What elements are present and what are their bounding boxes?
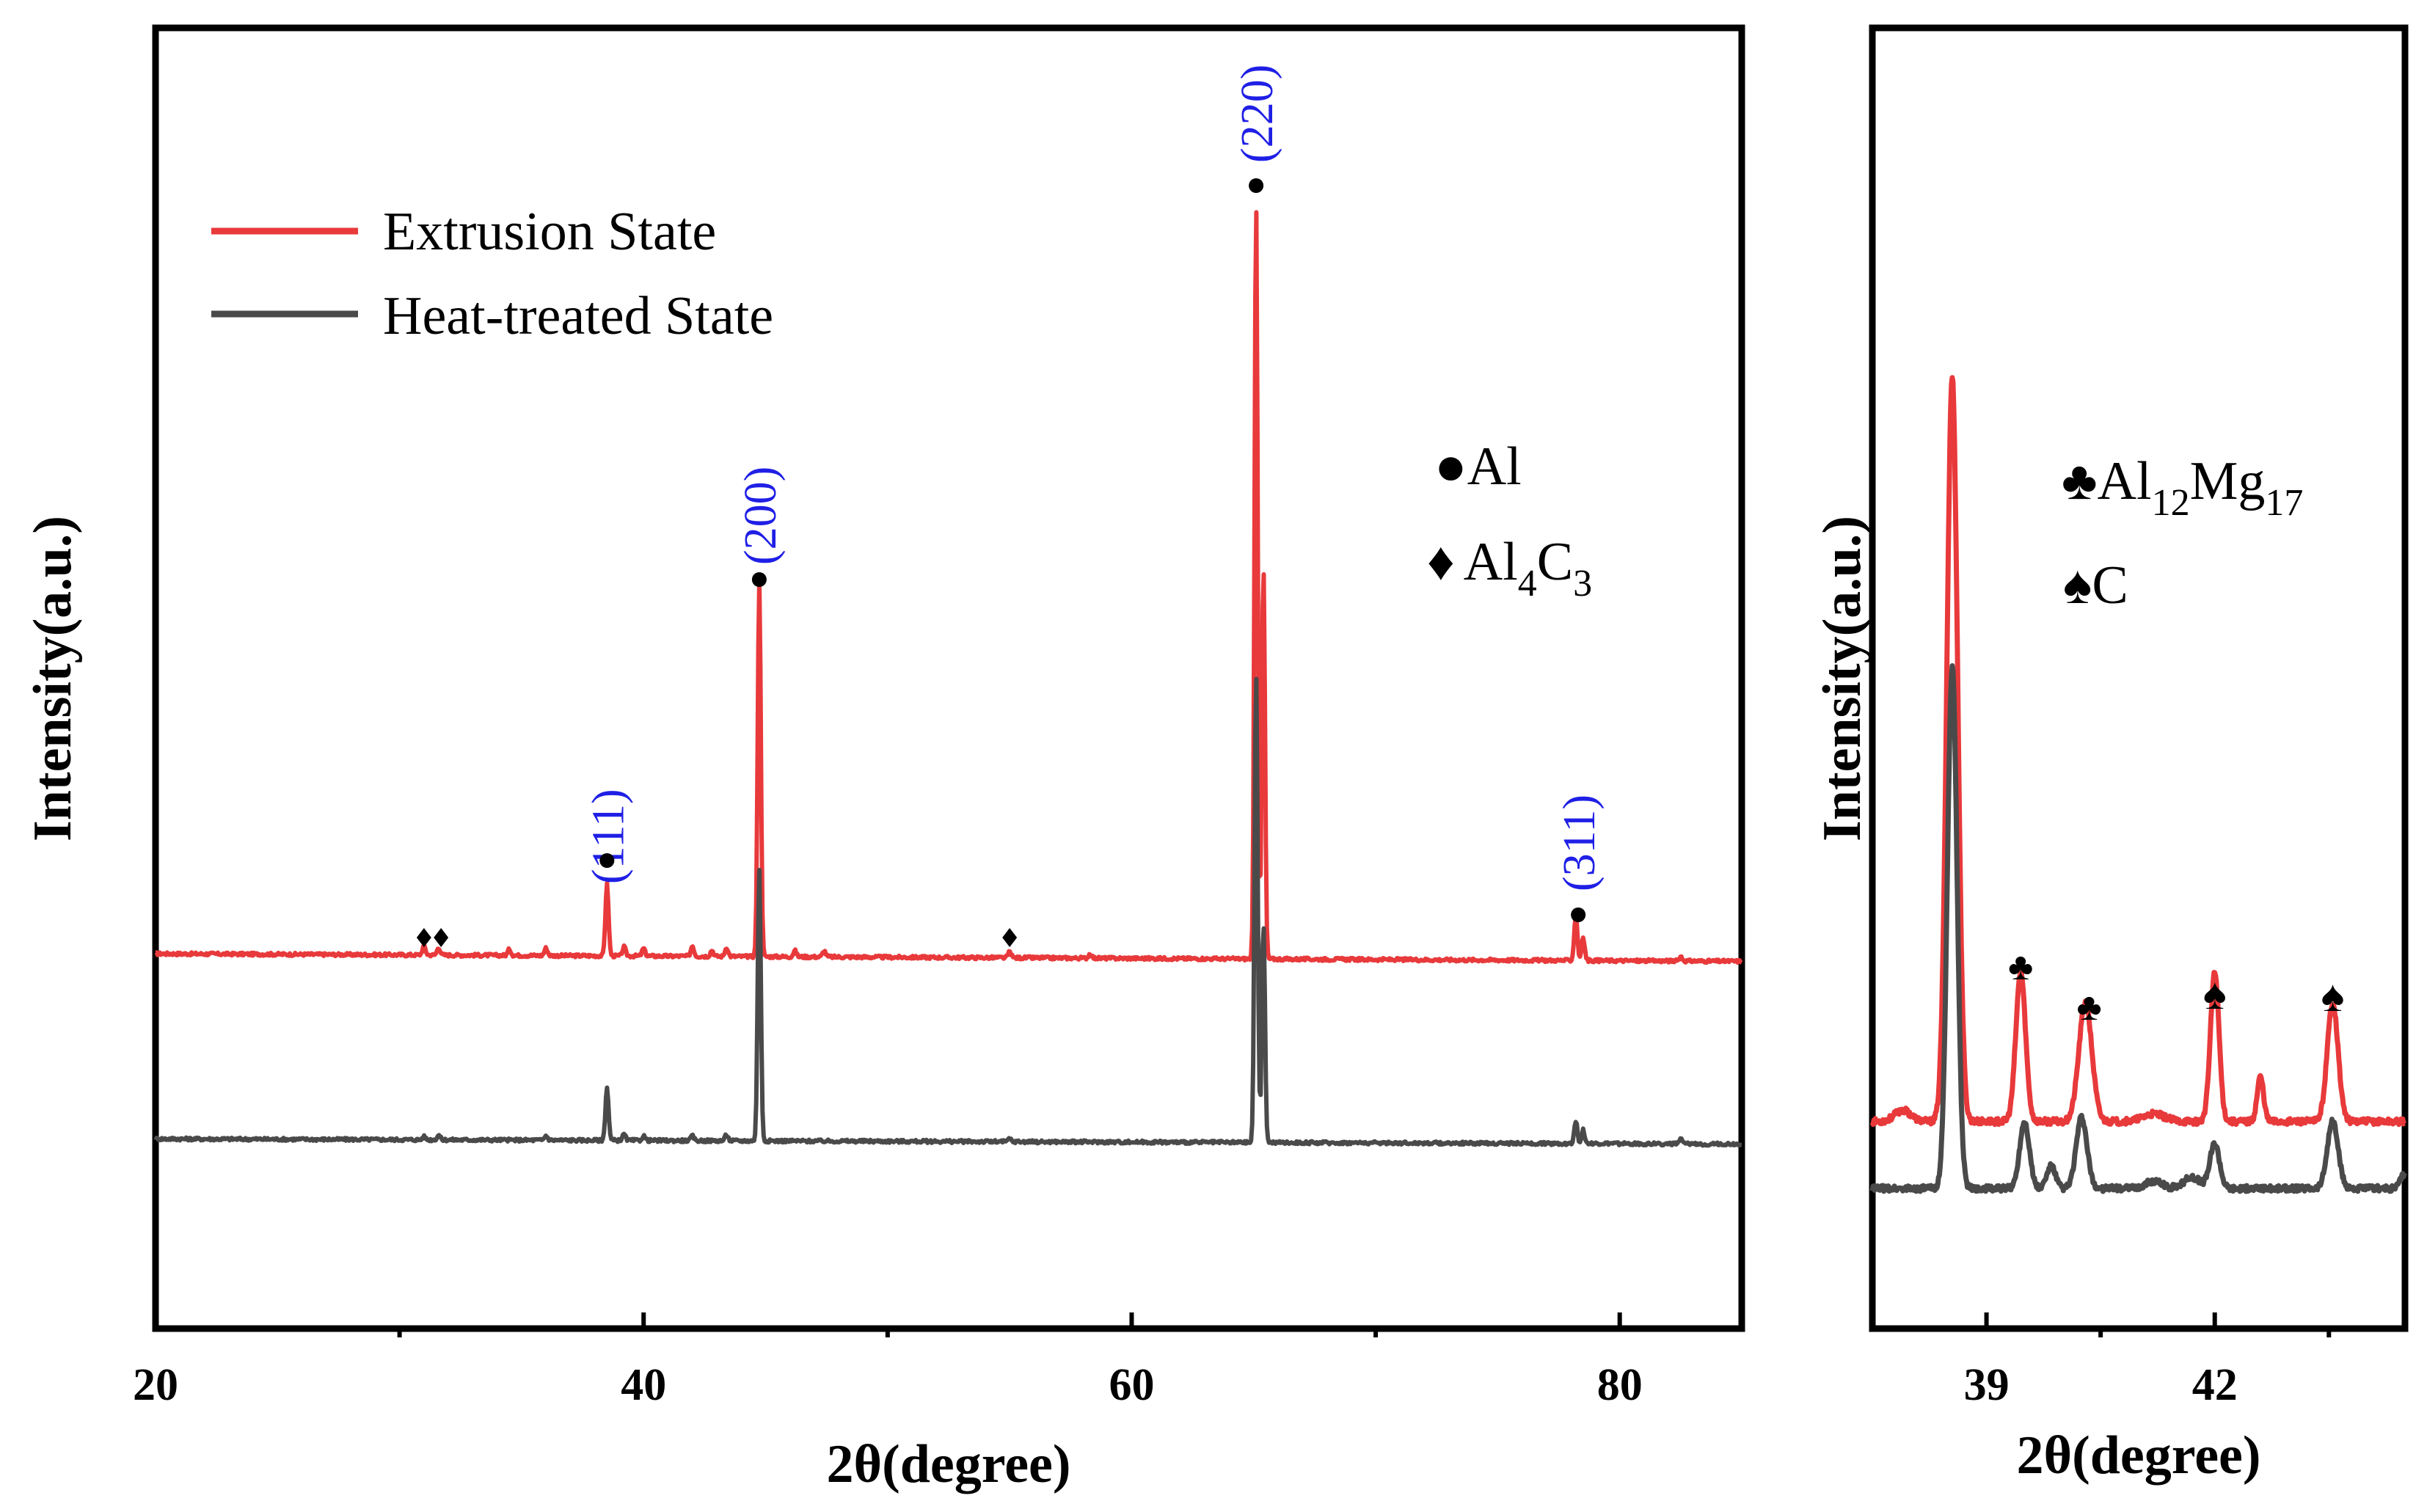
left-y-axis-title: Intensity(a.u.) <box>23 516 83 841</box>
right-x-axis-title: 2θ(degree) <box>2016 1425 2260 1486</box>
left-series-line <box>153 676 1743 1148</box>
c-marker: ♠ <box>2203 970 2227 1018</box>
al12mg17-marker: ♣ <box>2077 987 2102 1029</box>
left-hkl-labels: (111) (200) (220) (311) <box>583 65 1605 891</box>
left-x-ticks <box>153 1312 1622 1337</box>
al4c3-marker <box>434 928 449 947</box>
phase-al-label: Al <box>1467 437 1522 497</box>
c-marker: ♠ <box>2321 972 2345 1020</box>
right-phase-markers: ♣ ♣ ♠ ♠ <box>2008 946 2344 1029</box>
left-series-line <box>154 210 1743 965</box>
phase-al12mg17-label: Al <box>2098 451 2152 511</box>
right-series-line <box>1869 663 2407 1194</box>
legend-label-extrusion: Extrusion State <box>383 202 716 262</box>
left-plot-frame <box>152 24 1745 1332</box>
left-phase-markers <box>416 178 1586 947</box>
al-marker <box>1571 907 1586 922</box>
al-marker <box>1249 178 1264 193</box>
phase-legend-right: ♣Al12Mg17 ♠C <box>2062 451 2303 616</box>
legend-label-heat-treated: Heat-treated State <box>383 286 773 346</box>
phase-al4c3-sub1: 4 <box>1518 563 1537 605</box>
left-x-tick-label: 40 <box>621 1360 666 1410</box>
phase-al-entry: ●Al <box>1434 437 1522 497</box>
left-series-group <box>153 210 1743 1148</box>
phase-al4c3-label: Al <box>1464 532 1518 592</box>
hkl-label: (200) <box>736 467 786 565</box>
right-x-tick-label: 39 <box>1964 1360 2010 1410</box>
phase-al4c3-symbol: ♦ <box>1427 532 1455 592</box>
right-x-ticks <box>1984 1312 2332 1337</box>
right-series-line <box>1869 375 2407 1128</box>
left-x-tick-label: 80 <box>1597 1360 1643 1410</box>
left-x-tick-label: 60 <box>1109 1360 1154 1410</box>
right-y-axis-title: Intensity(a.u.) <box>1812 516 1872 841</box>
al4c3-marker <box>1002 928 1018 947</box>
hkl-label: (311) <box>1555 795 1605 891</box>
al12mg17-marker: ♣ <box>2008 946 2033 988</box>
phase-al12mg17-label2: Mg <box>2190 451 2266 511</box>
phase-c-label: C <box>2092 555 2128 616</box>
phase-legend-left: ●Al ♦ Al4C3 <box>1427 437 1592 605</box>
phase-c-symbol: ♠ <box>2063 555 2092 616</box>
left-x-tick-label: 20 <box>133 1360 178 1410</box>
al4c3-marker <box>416 928 431 947</box>
hkl-label: (220) <box>1233 65 1282 163</box>
main-xrd-chart: 20 40 60 80 (111) (200) (220) (311) Extrusion … <box>23 24 1745 1494</box>
phase-al12mg17-entry: ♣Al12Mg17 <box>2062 451 2303 524</box>
right-plot-frame <box>1869 24 2409 1332</box>
phase-al4c3-entry: ♦ Al4C3 <box>1427 532 1592 605</box>
phase-al4c3-sub2: 3 <box>1573 563 1592 605</box>
phase-al12mg17-symbol: ♣ <box>2062 451 2098 511</box>
zoom-xrd-chart: 39 42 ♣♣ ♠ ♠ ♣Al12Mg17 ♠C 2θ(degree) Intens… <box>1812 24 2409 1486</box>
hkl-label: (111) <box>583 789 633 884</box>
right-series-group <box>1869 375 2407 1194</box>
series-legend: Extrusion State Heat-treated State <box>211 202 773 346</box>
al-marker <box>751 572 767 587</box>
left-x-tick-labels: 20 40 60 80 <box>133 1360 1643 1410</box>
right-x-tick-label: 42 <box>2192 1360 2238 1410</box>
phase-al12mg17-sub2: 17 <box>2265 482 2303 524</box>
phase-al4c3-label2: C <box>1537 532 1573 592</box>
right-x-tick-labels: 39 42 <box>1964 1360 2238 1410</box>
phase-c-entry: ♠C <box>2063 555 2128 616</box>
phase-al12mg17-sub1: 12 <box>2152 482 2190 524</box>
left-x-axis-title: 2θ(degree) <box>826 1434 1070 1494</box>
al-marker <box>599 853 615 868</box>
phase-al-symbol: ● <box>1434 437 1467 497</box>
